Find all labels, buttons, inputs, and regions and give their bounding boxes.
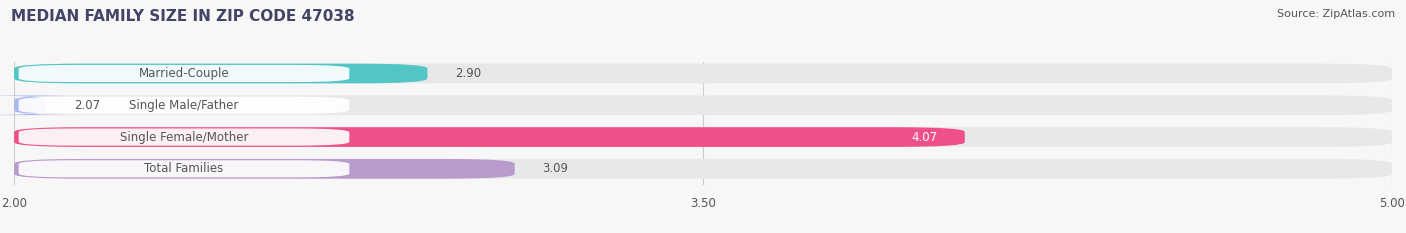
Text: Single Female/Mother: Single Female/Mother [120, 130, 249, 144]
FancyBboxPatch shape [14, 127, 965, 147]
FancyBboxPatch shape [14, 159, 1392, 179]
FancyBboxPatch shape [14, 64, 427, 83]
Text: Source: ZipAtlas.com: Source: ZipAtlas.com [1277, 9, 1395, 19]
Text: 4.07: 4.07 [911, 130, 938, 144]
FancyBboxPatch shape [18, 97, 349, 114]
FancyBboxPatch shape [14, 64, 1392, 83]
Text: Total Families: Total Families [145, 162, 224, 175]
FancyBboxPatch shape [14, 127, 1392, 147]
Text: 2.90: 2.90 [456, 67, 481, 80]
FancyBboxPatch shape [0, 96, 83, 115]
Text: Single Male/Father: Single Male/Father [129, 99, 239, 112]
Text: 3.09: 3.09 [543, 162, 568, 175]
FancyBboxPatch shape [18, 128, 349, 146]
FancyBboxPatch shape [14, 159, 515, 179]
Text: 2.07: 2.07 [73, 99, 100, 112]
FancyBboxPatch shape [18, 160, 349, 177]
Text: Married-Couple: Married-Couple [139, 67, 229, 80]
FancyBboxPatch shape [18, 65, 349, 82]
Text: MEDIAN FAMILY SIZE IN ZIP CODE 47038: MEDIAN FAMILY SIZE IN ZIP CODE 47038 [11, 9, 354, 24]
FancyBboxPatch shape [14, 96, 1392, 115]
